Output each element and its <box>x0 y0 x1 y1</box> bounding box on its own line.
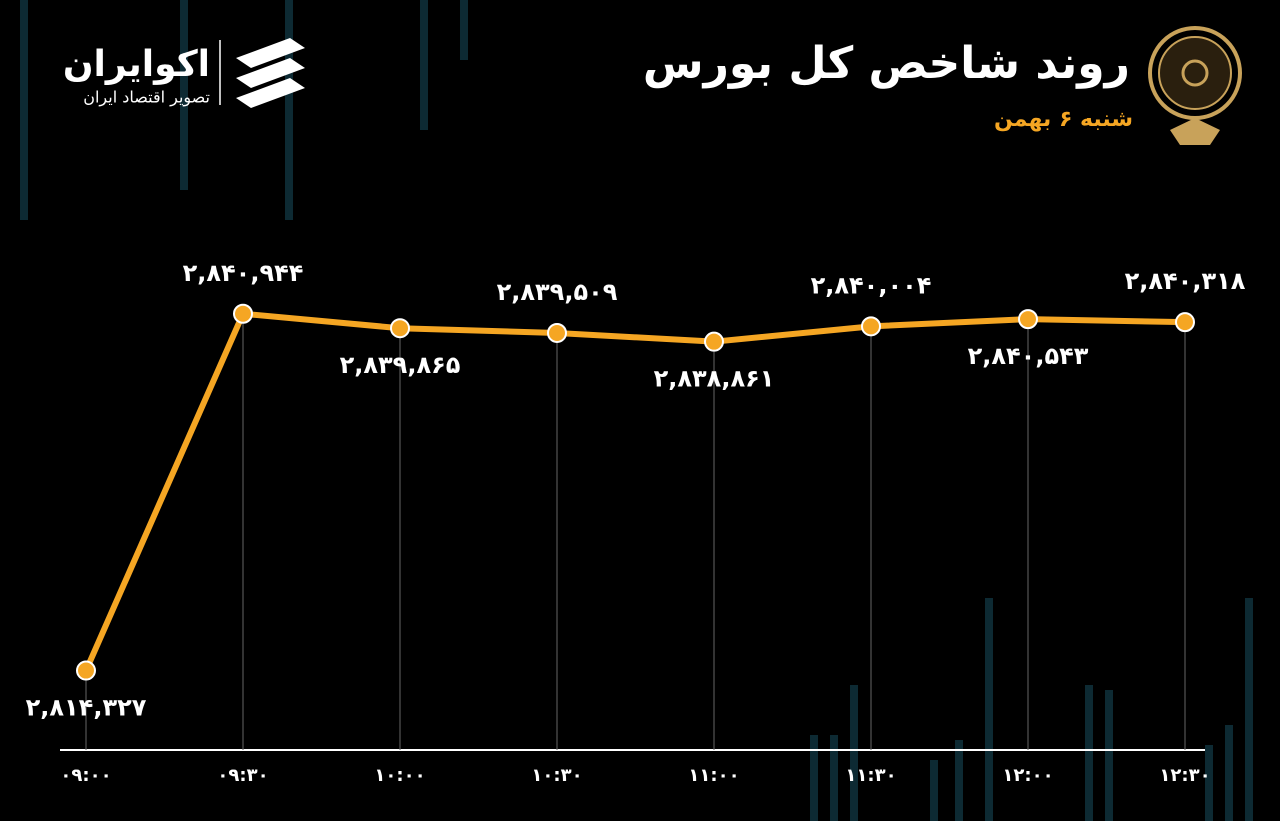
data-label: ۲,۸۳۹,۸۶۵ <box>340 351 461 379</box>
data-point <box>233 303 253 324</box>
x-tick-label: ۱۰:۰۰ <box>374 765 425 786</box>
decor-bars <box>20 0 1253 821</box>
chart-title: روند شاخص کل بورس <box>643 38 1130 89</box>
brand-name: اکوایران <box>63 44 210 85</box>
x-tick-label: ۱۲:۰۰ <box>1002 765 1053 786</box>
chart-subtitle: شنبه ۶ بهمن <box>994 107 1133 132</box>
brand-tagline: تصویر اقتصاد ایران <box>83 88 210 108</box>
x-tick-label: ۱۱:۳۰ <box>845 765 896 786</box>
series-line <box>83 310 1186 672</box>
x-tick-label: ۰۹:۳۰ <box>217 765 268 786</box>
data-point <box>547 322 567 343</box>
data-label: ۲,۸۴۰,۰۰۴ <box>811 271 932 299</box>
data-label: ۲,۸۳۸,۸۶۱ <box>654 365 775 393</box>
x-tick-label: ۱۱:۰۰ <box>688 765 739 786</box>
x-tick-label: ۰۹:۰۰ <box>60 765 111 786</box>
brand-logo <box>219 38 305 108</box>
exchange-emblem <box>1148 26 1242 145</box>
data-label: ۲,۸۱۴,۳۲۷ <box>26 694 147 722</box>
data-point <box>390 318 410 339</box>
data-label: ۲,۸۴۰,۹۴۴ <box>183 259 304 287</box>
data-label: ۲,۸۴۰,۳۱۸ <box>1125 267 1246 295</box>
data-label: ۲,۸۴۰,۵۴۳ <box>968 342 1089 370</box>
data-point <box>1018 309 1038 330</box>
data-point <box>76 660 96 681</box>
x-tick-label: ۱۰:۳۰ <box>531 765 582 786</box>
x-tick-label: ۱۲:۳۰ <box>1159 765 1210 786</box>
data-point <box>704 331 724 352</box>
data-point <box>1175 312 1195 333</box>
data-label: ۲,۸۳۹,۵۰۹ <box>497 278 618 306</box>
data-point <box>861 316 881 337</box>
